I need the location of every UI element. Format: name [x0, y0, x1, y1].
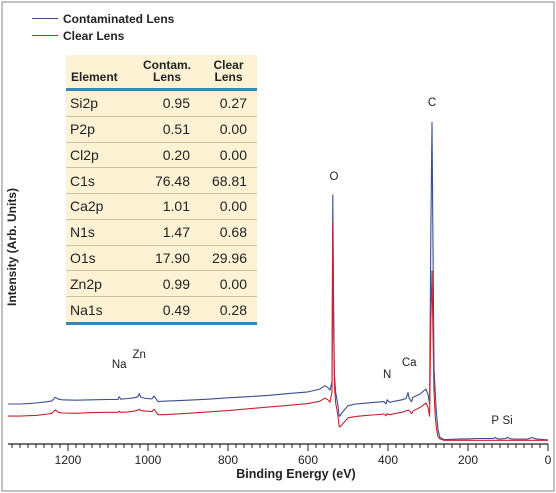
- legend-swatch-contaminated: [32, 18, 58, 19]
- table-cell-element: C1s: [66, 167, 134, 195]
- table-cell-element: Si2p: [66, 89, 134, 117]
- table-cell-contam: 17.90: [134, 245, 200, 272]
- table-cell-contam: 1.01: [134, 193, 200, 220]
- table-cell-element: N1s: [66, 219, 134, 246]
- table-header-element: Element: [66, 55, 134, 91]
- y-axis-label: Intensity (Arb. Units): [5, 188, 19, 306]
- peak-label-p: P: [491, 415, 499, 427]
- table-cell-contam: 0.49: [134, 296, 200, 325]
- x-tick-label: 1000: [135, 453, 162, 467]
- table-cell-clear: 0.68: [200, 219, 257, 246]
- peak-label-na: Na: [112, 359, 127, 371]
- legend-swatch-clear: [32, 35, 58, 36]
- table-cell-element: Ca2p: [66, 193, 134, 220]
- legend-label-clear: Clear Lens: [63, 28, 125, 43]
- table-cell-contam: 76.48: [134, 167, 200, 195]
- table-row: Na1s 0.49 0.28: [66, 296, 257, 325]
- table-cell-element: Cl2p: [66, 142, 134, 169]
- table-cell-contam: 0.20: [134, 142, 200, 169]
- table-row: Si2p 0.95 0.27: [66, 89, 257, 117]
- table-header-contam: Contam. Lens: [134, 55, 200, 91]
- peak-label-si: Si: [502, 415, 512, 427]
- table-cell-contam: 0.95: [134, 89, 200, 117]
- x-tick-label: 0: [545, 453, 552, 467]
- table-cell-element: Na1s: [66, 296, 134, 325]
- table-row: P2p 0.51 0.00: [66, 116, 257, 143]
- x-tick-label: 1200: [55, 453, 82, 467]
- element-composition-table: Element Contam. Lens Clear Lens Si2p 0.95 0.…: [66, 55, 257, 325]
- legend-item-contaminated: Contaminated Lens: [32, 10, 174, 27]
- table-cell-clear: 0.28: [200, 296, 257, 325]
- table-cell-clear: 0.27: [200, 89, 257, 117]
- table-cell-clear: 68.81: [200, 167, 257, 195]
- table-row: Zn2p 0.99 0.00: [66, 270, 257, 298]
- peak-label-zn: Zn: [132, 349, 145, 361]
- table-cell-contam: 1.47: [134, 219, 200, 246]
- table-cell-contam: 0.99: [134, 270, 200, 298]
- legend: Contaminated Lens Clear Lens: [32, 10, 174, 44]
- table-cell-clear: 0.00: [200, 193, 257, 220]
- table-row: N1s 1.47 0.68: [66, 219, 257, 246]
- series-line-contaminated: [8, 121, 549, 441]
- table-cell-clear: 0.00: [200, 270, 257, 298]
- peak-label-ca: Ca: [402, 357, 417, 369]
- table-row: C1s 76.48 68.81: [66, 167, 257, 195]
- legend-label-contaminated: Contaminated Lens: [63, 11, 175, 26]
- table-row: Ca2p 1.01 0.00: [66, 193, 257, 220]
- table-cell-element: Zn2p: [66, 270, 134, 298]
- table-cell-element: P2p: [66, 116, 134, 143]
- peak-label-o: O: [330, 171, 339, 183]
- peak-label-n: N: [383, 369, 391, 381]
- table-cell-contam: 0.51: [134, 116, 200, 143]
- x-tick-label: 400: [378, 453, 398, 467]
- table-header-clear: Clear Lens: [200, 55, 257, 91]
- legend-item-clear: Clear Lens: [32, 27, 174, 44]
- x-tick-label: 200: [458, 453, 478, 467]
- x-axis-label: Binding Energy (eV): [236, 467, 355, 481]
- table-cell-clear: 0.00: [200, 116, 257, 143]
- table-row: O1s 17.90 29.96: [66, 245, 257, 272]
- table-cell-element: O1s: [66, 245, 134, 272]
- series-line-clear: [8, 222, 548, 441]
- peak-label-c: C: [428, 97, 436, 109]
- x-tick-label: 800: [218, 453, 238, 467]
- x-tick-label: 600: [298, 453, 318, 467]
- table-row: Cl2p 0.20 0.00: [66, 142, 257, 169]
- table-cell-clear: 29.96: [200, 245, 257, 272]
- table-header-row: Element Contam. Lens Clear Lens: [66, 55, 257, 91]
- table-cell-clear: 0.00: [200, 142, 257, 169]
